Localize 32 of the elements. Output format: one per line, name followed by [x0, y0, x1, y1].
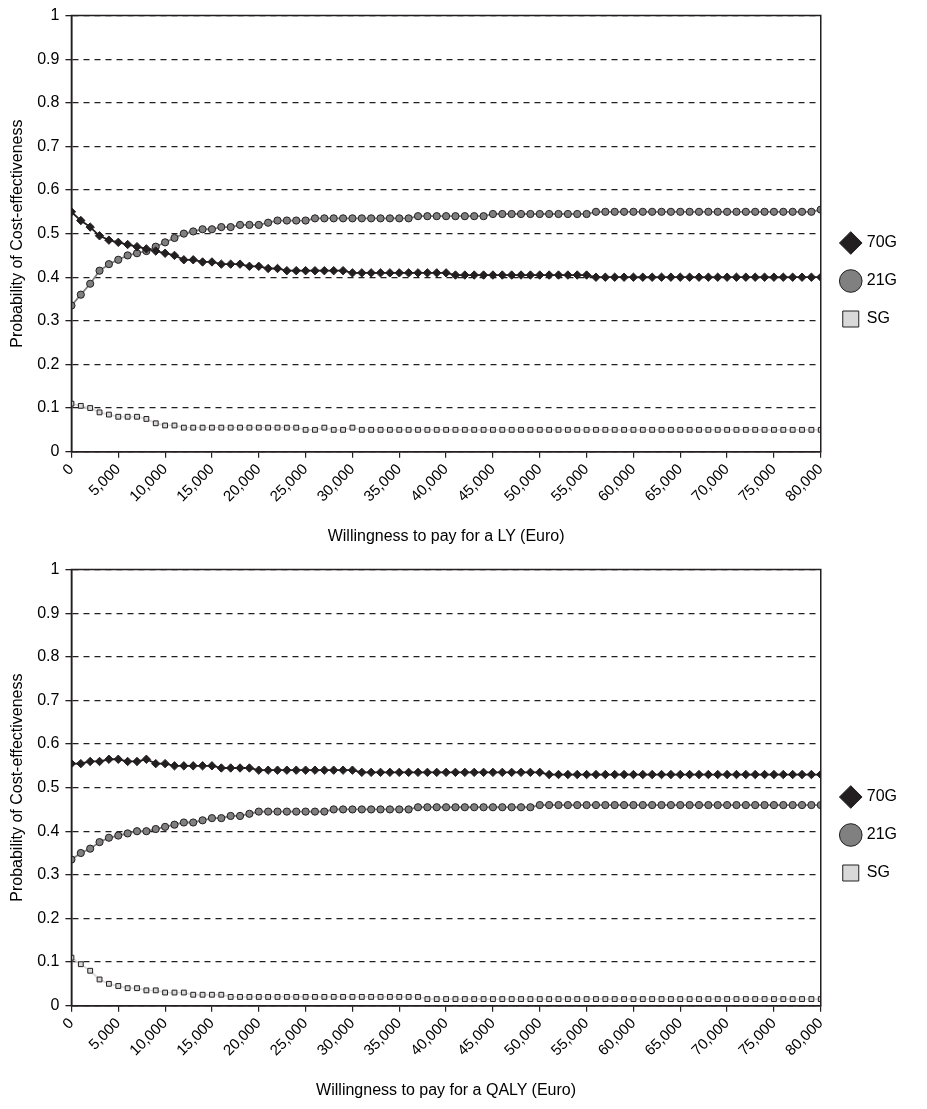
- x-axis-title: Willingness to pay for a LY (Euro): [327, 526, 565, 544]
- y-tick-label: 1: [50, 560, 60, 578]
- legend-label: SG: [866, 309, 890, 327]
- x-axis-title: Willingness to pay for a QALY (Euro): [316, 1080, 577, 1098]
- y-tick-label: 0.1: [37, 398, 60, 416]
- legend-label: 70G: [866, 233, 898, 251]
- y-axis-title: Probability of Cost-effectiveness: [8, 119, 26, 348]
- y-tick-label: 0.8: [37, 647, 60, 665]
- y-tick-label: 0.4: [37, 267, 60, 285]
- y-tick-label: 0.2: [37, 908, 60, 926]
- legend-label: 70G: [866, 787, 898, 805]
- y-tick-label: 0.7: [37, 690, 60, 708]
- y-tick-label: 0.6: [37, 734, 60, 752]
- legend-label: 21G: [866, 271, 898, 289]
- y-tick-label: 0: [50, 996, 60, 1014]
- y-tick-label: 0.4: [37, 821, 60, 839]
- y-tick-label: 0.2: [37, 354, 60, 372]
- y-tick-label: 0.1: [37, 952, 60, 970]
- y-tick-label: 0.8: [37, 93, 60, 111]
- y-tick-label: 1: [50, 6, 60, 24]
- legend-label: SG: [866, 863, 890, 881]
- y-tick-label: 0.3: [37, 311, 60, 329]
- y-tick-label: 0.9: [37, 49, 60, 67]
- legend-label: 21G: [866, 825, 898, 843]
- y-tick-label: 0.5: [37, 778, 60, 796]
- y-tick-label: 0.5: [37, 224, 60, 242]
- y-tick-label: 0.6: [37, 180, 60, 198]
- y-axis-title: Probability of Cost-effectiveness: [8, 673, 26, 902]
- y-tick-label: 0.9: [37, 603, 60, 621]
- y-tick-label: 0: [50, 442, 60, 460]
- y-tick-label: 0.7: [37, 136, 60, 154]
- y-tick-label: 0.3: [37, 865, 60, 883]
